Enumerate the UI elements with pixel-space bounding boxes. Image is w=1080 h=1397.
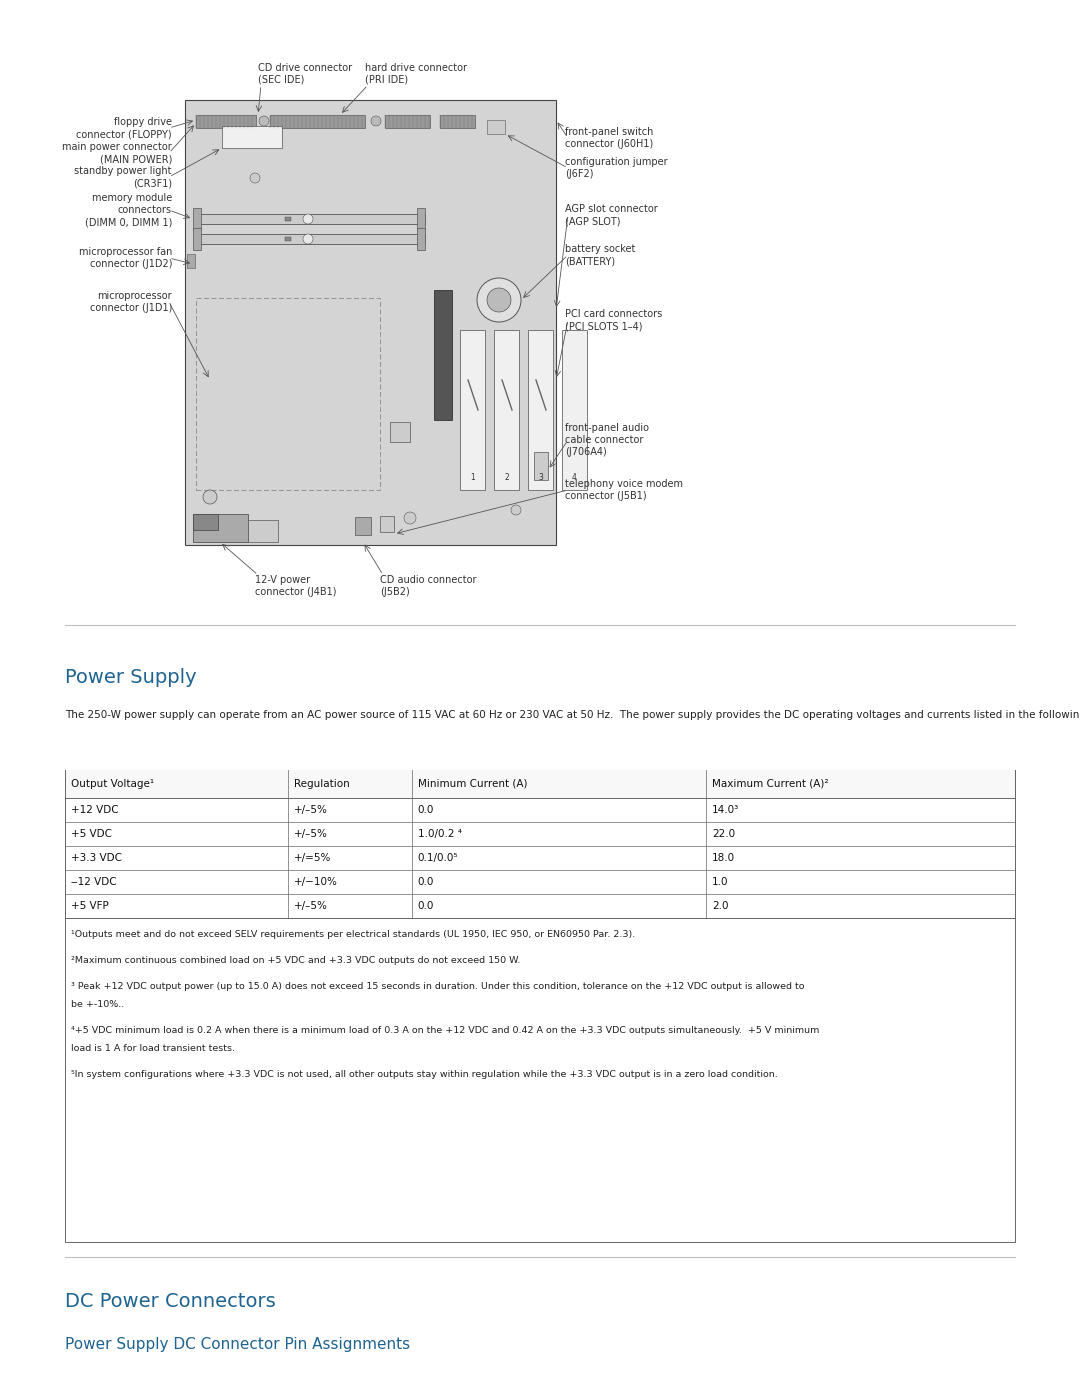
Text: front-panel switch
connector (J60H1): front-panel switch connector (J60H1) — [565, 127, 653, 149]
Text: telephony voice modem
connector (J5B1): telephony voice modem connector (J5B1) — [565, 479, 683, 502]
Bar — [417, 208, 426, 231]
Circle shape — [249, 173, 260, 183]
Circle shape — [487, 288, 511, 312]
Bar — [197, 235, 426, 244]
Bar — [434, 291, 453, 420]
Text: DC Power Connectors: DC Power Connectors — [65, 1292, 275, 1310]
Bar — [193, 514, 218, 529]
Text: memory module
connectors
(DIMM 0, DIMM 1): memory module connectors (DIMM 0, DIMM 1… — [84, 193, 172, 228]
Bar — [222, 126, 282, 148]
Text: +/–5%: +/–5% — [294, 901, 328, 911]
Bar — [285, 217, 291, 221]
Bar — [380, 515, 394, 532]
Text: 2: 2 — [504, 474, 509, 482]
Circle shape — [404, 511, 416, 524]
Circle shape — [203, 490, 217, 504]
Text: 18.0: 18.0 — [712, 854, 735, 863]
Bar — [185, 101, 556, 545]
Bar — [65, 770, 1015, 918]
Text: 0.1/0.0⁵: 0.1/0.0⁵ — [418, 854, 458, 863]
Text: 1.0: 1.0 — [712, 877, 729, 887]
Bar — [494, 330, 519, 490]
Bar — [285, 237, 291, 242]
Text: microprocessor
connector (J1D1): microprocessor connector (J1D1) — [90, 291, 172, 313]
Text: +3.3 VDC: +3.3 VDC — [71, 854, 122, 863]
Text: +/−10%: +/−10% — [294, 877, 338, 887]
Text: +/–5%: +/–5% — [294, 828, 328, 840]
Text: be +-10%..: be +-10%.. — [71, 1000, 124, 1009]
Text: +5 VFP: +5 VFP — [71, 901, 109, 911]
Text: configuration jumper
(J6F2): configuration jumper (J6F2) — [565, 156, 667, 179]
Bar — [193, 208, 201, 231]
Bar — [534, 453, 548, 481]
Bar — [193, 514, 248, 542]
Bar — [355, 517, 372, 535]
Text: front-panel audio
cable connector
(J706A4): front-panel audio cable connector (J706A… — [565, 423, 649, 457]
Bar — [528, 330, 553, 490]
Text: The 250-W power supply can operate from an AC power source of 115 VAC at 60 Hz o: The 250-W power supply can operate from … — [65, 710, 1080, 719]
Text: Regulation: Regulation — [294, 780, 350, 789]
Text: +5 VDC: +5 VDC — [71, 828, 112, 840]
Text: 12-V power
connector (J4B1): 12-V power connector (J4B1) — [255, 576, 337, 598]
Text: +/=5%: +/=5% — [294, 854, 332, 863]
Text: 4: 4 — [572, 474, 577, 482]
Text: Power Supply DC Connector Pin Assignments: Power Supply DC Connector Pin Assignment… — [65, 1337, 410, 1352]
Bar — [487, 120, 505, 134]
Text: Maximum Current (A)²: Maximum Current (A)² — [712, 780, 828, 789]
Bar — [187, 254, 195, 268]
Bar — [460, 330, 485, 490]
Text: 14.0³: 14.0³ — [712, 805, 740, 814]
Bar — [193, 228, 201, 250]
Text: Output Voltage¹: Output Voltage¹ — [71, 780, 154, 789]
Text: load is 1 A for load transient tests.: load is 1 A for load transient tests. — [71, 1044, 235, 1053]
Bar — [195, 298, 380, 490]
Text: 1: 1 — [470, 474, 475, 482]
Text: battery socket
(BATTERY): battery socket (BATTERY) — [565, 244, 635, 267]
Text: ‒12 VDC: ‒12 VDC — [71, 877, 117, 887]
Bar — [195, 115, 256, 129]
Text: 2.0: 2.0 — [712, 901, 729, 911]
Text: 3: 3 — [538, 474, 543, 482]
Text: ²Maximum continuous combined load on +5 VDC and +3.3 VDC outputs do not exceed 1: ²Maximum continuous combined load on +5 … — [71, 956, 521, 965]
Text: ³ Peak +12 VDC output power (up to 15.0 A) does not exceed 15 seconds in duratio: ³ Peak +12 VDC output power (up to 15.0 … — [71, 982, 805, 990]
Text: 0.0: 0.0 — [418, 877, 434, 887]
Text: ⁵In system configurations where +3.3 VDC is not used, all other outputs stay wit: ⁵In system configurations where +3.3 VDC… — [71, 1070, 778, 1078]
Text: 1.0/0.2 ⁴: 1.0/0.2 ⁴ — [418, 828, 462, 840]
Text: 22.0: 22.0 — [712, 828, 735, 840]
Text: PCI card connectors
(PCI SLOTS 1–4): PCI card connectors (PCI SLOTS 1–4) — [565, 309, 662, 331]
Circle shape — [372, 116, 381, 126]
Text: 0.0: 0.0 — [418, 901, 434, 911]
Text: hard drive connector
(PRI IDE): hard drive connector (PRI IDE) — [365, 63, 467, 85]
Bar — [270, 115, 365, 129]
Bar — [440, 115, 475, 129]
Circle shape — [303, 235, 313, 244]
Bar — [562, 330, 588, 490]
Text: floppy drive
connector (FLOPPY): floppy drive connector (FLOPPY) — [77, 117, 172, 140]
Bar — [65, 770, 1015, 798]
Bar — [417, 228, 426, 250]
Text: 0.0: 0.0 — [418, 805, 434, 814]
Bar — [390, 422, 410, 441]
Circle shape — [511, 504, 521, 515]
Text: AGP slot connector
(AGP SLOT): AGP slot connector (AGP SLOT) — [565, 204, 658, 226]
Bar — [197, 214, 426, 224]
Text: CD audio connector
(J5B2): CD audio connector (J5B2) — [380, 576, 476, 598]
Text: CD drive connector
(SEC IDE): CD drive connector (SEC IDE) — [258, 63, 352, 85]
Circle shape — [477, 278, 521, 321]
Bar — [248, 520, 278, 542]
Text: ¹Outputs meet and do not exceed SELV requirements per electrical standards (UL 1: ¹Outputs meet and do not exceed SELV req… — [71, 930, 635, 939]
Text: +/–5%: +/–5% — [294, 805, 328, 814]
Text: +12 VDC: +12 VDC — [71, 805, 119, 814]
Text: main power connector
(MAIN POWER): main power connector (MAIN POWER) — [63, 142, 172, 165]
Text: Power Supply: Power Supply — [65, 668, 197, 687]
Circle shape — [303, 214, 313, 224]
Bar — [384, 115, 430, 129]
Text: standby power light
(CR3F1): standby power light (CR3F1) — [75, 166, 172, 189]
Text: microprocessor fan
connector (J1D2): microprocessor fan connector (J1D2) — [79, 247, 172, 270]
Text: ⁴+5 VDC minimum load is 0.2 A when there is a minimum load of 0.3 A on the +12 V: ⁴+5 VDC minimum load is 0.2 A when there… — [71, 1025, 820, 1035]
Bar — [65, 918, 1015, 1242]
Circle shape — [259, 116, 269, 126]
Text: Minimum Current (A): Minimum Current (A) — [418, 780, 527, 789]
